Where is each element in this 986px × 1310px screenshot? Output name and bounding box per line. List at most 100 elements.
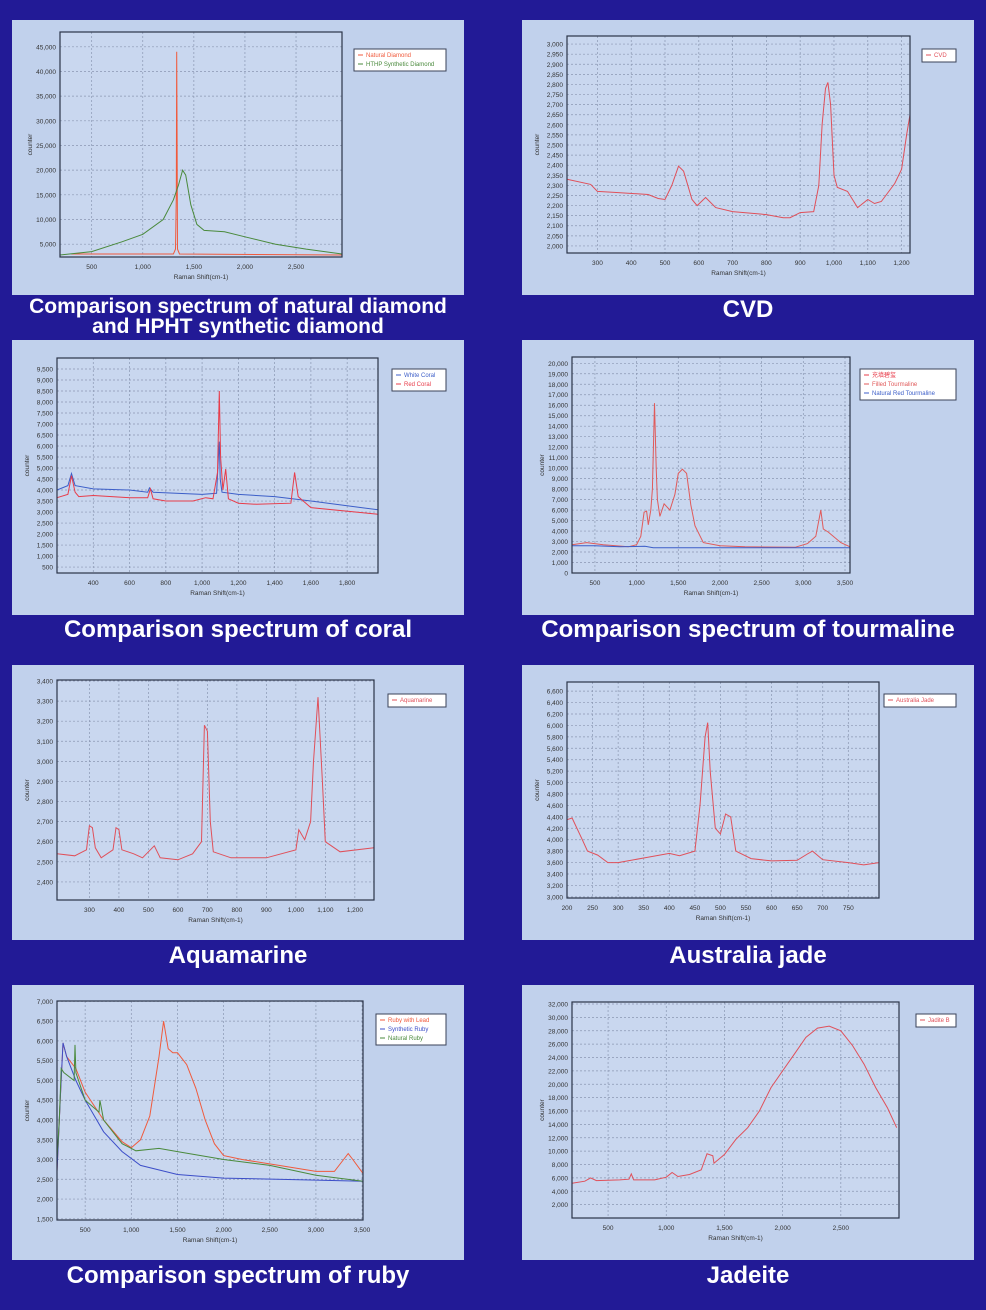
chart-svg: 500 1,000 1,500 2,000 2,500 3,000 3,500 1,500 2,… [24,999,447,1244]
y-tick-label: 2,500 [547,143,564,150]
plot-area [572,357,850,573]
chart-panel-jadeite: 500 1,000 1,500 2,000 2,500 2,000 4,000 6,000 8,… [522,985,974,1260]
y-tick-label: 10,000 [36,217,56,224]
x-tick-label: 1,000 [288,907,305,914]
legend-label: Jadite B [928,1018,950,1024]
x-tick-label: 2,000 [774,1225,791,1232]
y-tick-label: 4,000 [547,837,564,844]
y-axis-label: counter [534,133,541,156]
x-tick-label: 1,000 [123,1227,140,1234]
x-tick-label: 1,000 [194,580,211,587]
x-tick-label: 300 [613,905,624,912]
legend: Natural Diamond HTHP Synthetic Diamond [353,48,447,72]
x-tick-label: 2,500 [753,580,770,587]
x-tick-label: 300 [592,260,603,267]
x-tick-label: 1,000 [135,264,152,271]
legend-label: 充填碧玺 [872,371,896,379]
x-tick-label: 1,100 [317,907,334,914]
x-axis-label: Raman Shift(cm-1) [711,270,766,277]
x-tick-label: 300 [84,907,95,914]
legend-box [375,1013,447,1046]
y-tick-label: 7,500 [37,411,54,418]
y-tick-label: 9,000 [37,378,54,385]
y-tick-label: 18,000 [548,1095,568,1102]
chart-svg: 400 600 800 1,000 1,200 1,400 1,600 1,800 500 1,0… [24,357,447,597]
y-tick-label: 15,000 [36,192,56,199]
y-axis-label: counter [534,778,541,801]
y-tick-label: 30,000 [36,118,56,125]
y-tick-label: 3,000 [37,759,54,766]
y-tick-label: 11,000 [549,455,569,462]
caption-ruby: Comparison spectrum of ruby [66,1262,410,1289]
y-tick-label: 5,400 [547,757,564,764]
series-line [571,1025,898,1184]
x-tick-label: 3,500 [837,580,854,587]
y-tick-label: 2,300 [547,183,564,190]
y-tick-label: 6,000 [552,508,569,515]
y-tick-label: 16,000 [548,403,568,410]
caption-aquamarine: Aquamarine [168,942,308,969]
y-tick-label: 6,000 [37,1038,54,1045]
chart-svg: 200 250 300 350 400 450 500 550 600 650 700 750 3,00… [534,681,957,922]
y-tick-label: 4,500 [37,477,54,484]
plot-area [60,32,342,257]
y-tick-label: 12,000 [548,1135,568,1142]
chart-svg: 500 1,000 1,500 2,000 2,500 2,000 4,000 6,000 8,… [539,1001,957,1242]
y-tick-label: 5,000 [37,1078,54,1085]
x-tick-label: 500 [143,907,154,914]
plot-border [571,1001,900,1219]
x-tick-label: 350 [638,905,649,912]
plot-border [56,357,379,574]
y-tick-label: 2,200 [547,203,564,210]
legend-label: Synthetic Ruby [388,1027,428,1033]
legend-box [391,368,447,392]
x-axis-label: Raman Shift(cm-1) [696,915,751,922]
x-tick-label: 2,500 [262,1227,279,1234]
chart-svg: 300 400 500 600 700 800 900 1,000 1,100 1,200 2,40… [24,679,447,924]
chart-svg: 500 1,000 1,500 2,000 2,500 5,000 10,000 15,000… [27,31,447,281]
y-tick-label: 13,000 [548,434,568,441]
y-tick-label: 26,000 [548,1042,568,1049]
x-axis-label: Raman Shift(cm-1) [188,917,243,924]
caption-tourmaline: Comparison spectrum of tourmaline [541,616,955,643]
y-tick-label: 2,650 [547,112,564,119]
x-tick-label: 2,000 [215,1227,232,1234]
x-tick-label: 450 [689,905,700,912]
series-line [56,390,379,515]
y-tick-label: 5,800 [547,734,564,741]
y-tick-label: 15,000 [548,413,568,420]
legend: Ruby with Lead Synthetic Ruby Natural Ruby [375,1013,447,1046]
plot-border [59,31,343,258]
y-tick-label: 2,950 [547,52,564,59]
x-tick-label: 1,000 [628,580,645,587]
x-tick-label: 3,500 [354,1227,371,1234]
y-tick-label: 10,000 [548,466,568,473]
legend-label: Filled Tourmaline [872,382,918,388]
legend: 充填碧玺 Filled Tourmaline Natural Red Tourmal… [859,368,957,401]
legend-box [883,693,957,708]
y-tick-label: 5,000 [547,780,564,787]
legend-label: Ruby with Lead [388,1018,429,1024]
y-tick-label: 2,850 [547,72,564,79]
x-axis-label: Raman Shift(cm-1) [190,590,245,597]
y-tick-label: 6,500 [37,433,54,440]
legend: Australia Jade [883,693,957,708]
x-tick-label: 1,400 [266,580,283,587]
y-tick-label: 8,500 [37,389,54,396]
y-tick-label: 2,000 [37,1197,54,1204]
x-tick-label: 2,000 [712,580,729,587]
legend-label: Natural Ruby [388,1036,423,1042]
legend-label: HTHP Synthetic Diamond [366,62,434,68]
caption-coral: Comparison spectrum of coral [63,616,413,643]
y-tick-label: 5,500 [37,455,54,462]
x-tick-label: 3,000 [308,1227,325,1234]
x-tick-label: 550 [741,905,752,912]
y-tick-label: 4,000 [552,1189,569,1196]
y-tick-label: 4,800 [547,792,564,799]
y-tick-label: 3,000 [37,510,54,517]
x-tick-label: 2,500 [288,264,305,271]
y-tick-label: 14,000 [548,424,568,431]
y-tick-label: 9,500 [37,367,54,374]
x-tick-label: 800 [231,907,242,914]
y-tick-label: 2,000 [547,243,564,250]
